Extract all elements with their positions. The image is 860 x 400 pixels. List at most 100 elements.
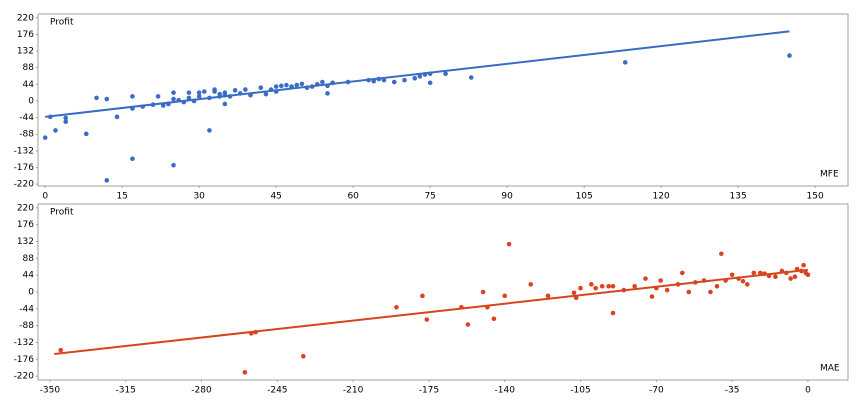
data-point	[48, 114, 53, 120]
data-point	[412, 75, 418, 81]
data-point	[680, 270, 685, 276]
data-point	[273, 89, 279, 94]
y-tick-label: -220	[14, 372, 35, 382]
data-point	[130, 94, 135, 99]
data-point	[155, 94, 161, 99]
data-point	[402, 77, 407, 83]
plot-frame	[37, 203, 849, 381]
data-point	[729, 272, 735, 278]
data-point	[249, 331, 254, 336]
data-point	[573, 295, 579, 301]
y-tick-label: 88	[23, 254, 35, 264]
data-point	[268, 87, 274, 92]
data-point	[589, 282, 594, 287]
data-point	[506, 241, 512, 247]
y-tick-label: 0	[28, 96, 34, 106]
data-point	[263, 91, 269, 97]
data-point	[104, 96, 110, 102]
data-point	[166, 101, 171, 107]
data-point	[294, 82, 300, 88]
data-point	[443, 71, 448, 77]
data-point	[232, 88, 238, 93]
data-point	[171, 96, 176, 102]
data-point	[381, 77, 387, 83]
data-point	[528, 282, 534, 287]
data-point	[391, 79, 397, 85]
data-point	[740, 278, 746, 284]
data-point	[325, 91, 330, 96]
data-point	[686, 289, 692, 295]
data-point	[723, 278, 728, 283]
x-tick-label: 105	[576, 192, 593, 202]
y-tick-label: -220	[14, 180, 35, 190]
data-point	[502, 293, 508, 299]
data-point	[654, 285, 659, 291]
x-tick-label: 75	[424, 192, 435, 202]
data-point	[304, 85, 310, 91]
x-tick-label: -280	[191, 386, 212, 396]
data-point	[664, 287, 670, 293]
data-point	[571, 290, 577, 296]
x-tick-label: -70	[649, 386, 664, 396]
data-point	[376, 76, 382, 82]
data-point	[801, 262, 806, 268]
data-point	[424, 317, 430, 322]
data-point	[751, 270, 757, 276]
y-tick-label: 0	[28, 288, 34, 298]
x-axis-label: MAE	[820, 364, 840, 374]
data-point	[459, 305, 464, 310]
y-tick-label: 176	[17, 30, 34, 40]
data-point	[171, 90, 176, 95]
data-point	[186, 95, 192, 101]
x-tick-label: 60	[347, 192, 359, 202]
data-point	[83, 131, 89, 137]
data-point	[545, 293, 551, 299]
data-point	[207, 128, 212, 133]
y-tick-label: -132	[14, 338, 34, 348]
data-point	[610, 283, 616, 289]
data-point	[181, 99, 187, 105]
data-point	[480, 289, 486, 295]
data-point	[658, 278, 663, 283]
data-point	[114, 114, 120, 120]
x-tick-label: -210	[343, 386, 364, 396]
x-tick-label: -350	[40, 386, 61, 396]
y-tick-label: -176	[14, 355, 35, 365]
data-point	[243, 87, 248, 92]
data-point	[160, 103, 166, 108]
data-point	[787, 53, 792, 58]
data-point	[186, 90, 192, 95]
data-point	[273, 84, 279, 89]
data-point	[58, 347, 64, 353]
data-point	[320, 79, 325, 85]
data-point	[468, 75, 474, 80]
y-axis-label: Profit	[50, 18, 74, 28]
data-point	[465, 322, 471, 327]
data-point	[714, 283, 720, 289]
data-point	[242, 370, 248, 375]
data-point	[253, 329, 258, 335]
x-tick-label: -105	[570, 386, 590, 396]
x-axis-label: MFE	[820, 170, 839, 180]
data-point	[622, 60, 628, 65]
x-tick-label: 15	[116, 192, 127, 202]
data-point	[289, 84, 294, 89]
data-point	[762, 271, 767, 276]
data-point	[427, 80, 433, 86]
y-tick-label: 220	[17, 13, 34, 23]
data-point	[222, 101, 228, 107]
data-point	[196, 94, 202, 99]
y-tick-label: 44	[23, 271, 35, 281]
data-point	[675, 282, 681, 287]
y-axis-label: Profit	[50, 208, 74, 218]
data-point	[130, 156, 135, 162]
data-point	[773, 274, 778, 279]
data-point	[485, 305, 490, 310]
y-tick-label: 176	[17, 220, 34, 230]
data-point	[708, 289, 713, 295]
data-point	[94, 95, 99, 101]
y-tick-label: -44	[19, 113, 34, 123]
data-point	[345, 79, 351, 85]
data-point	[394, 305, 399, 310]
